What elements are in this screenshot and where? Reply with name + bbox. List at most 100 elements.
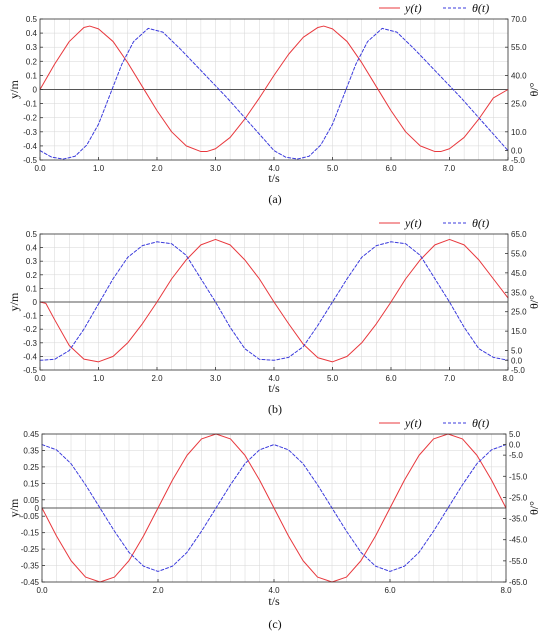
x-tick-label: 7.0: [444, 374, 456, 383]
x-tick-label: 0.0: [34, 164, 46, 173]
legend: y(t) θ(t): [379, 216, 489, 230]
y2-tick-label: -35.0: [509, 515, 528, 524]
y-tick-label: -0.35: [21, 562, 40, 571]
y2-tick-label: -55.0: [509, 557, 528, 566]
x-tick-label: 1.0: [93, 374, 105, 383]
y-axis-title: y/m: [7, 80, 21, 99]
legend: y(t) θ(t): [379, 416, 489, 430]
panel-label: (b): [268, 402, 282, 416]
x-axis-title: t/s: [268, 594, 280, 608]
y-tick-label: -0.45: [21, 578, 40, 587]
y-tick-label: -0.4: [23, 352, 37, 361]
y-tick-label: -0.25: [21, 545, 40, 554]
x-tick-label: 1.0: [93, 164, 105, 173]
series-line-y: [39, 238, 509, 363]
series-line-theta: [39, 27, 509, 160]
x-axis-title: t/s: [268, 381, 280, 395]
y2-tick-label: 70.0: [511, 15, 527, 24]
x-tick-label: 4.0: [268, 586, 280, 595]
x-axis-title: t/s: [268, 171, 280, 185]
x-tick-label: 2.0: [152, 586, 164, 595]
y-tick-label: 0: [33, 86, 38, 95]
y-tick-label: -0.5: [23, 156, 37, 165]
y-tick-label: -0.2: [23, 114, 37, 123]
y-tick-label: 0: [35, 504, 40, 513]
y2-tick-label: 10.0: [511, 128, 527, 137]
y-tick-label: 0.5: [26, 15, 38, 24]
y2-tick-label: 5.0: [511, 347, 523, 356]
y-tick-label: 0.45: [23, 430, 39, 439]
y2-tick-label: -45.0: [509, 536, 528, 545]
y2-tick-label: 0.0: [509, 441, 521, 450]
x-tick-label: 4.0: [268, 164, 280, 173]
legend-label-theta: θ(t): [472, 1, 489, 15]
x-tick-label: 2.0: [151, 374, 163, 383]
y-tick-label: 0.3: [26, 257, 38, 266]
y2-tick-label: 15.0: [511, 327, 527, 336]
x-tick-label: 3.0: [210, 164, 222, 173]
x-tick-label: 6.0: [384, 586, 396, 595]
y-tick-label: -0.3: [23, 339, 37, 348]
series-line-y: [39, 25, 509, 153]
chart-panel-1: 0.0 1.0 2.0 3.0 4.0 5.0 6.0 7.0 8.0 -0.5 -0.4 -0.3 -…: [7, 1, 541, 206]
x-tick-label: 5.0: [327, 164, 339, 173]
y2-tick-label: -15.0: [509, 472, 528, 481]
legend-label-y: y(t): [404, 1, 422, 15]
x-tick-label: 8.0: [502, 164, 514, 173]
series-line-theta: [39, 241, 509, 361]
x-tick-label: 6.0: [385, 164, 397, 173]
y2-tick-label: -5.0: [511, 366, 525, 375]
y-tick-label: 0.4: [26, 29, 38, 38]
x-tick-label: 8.0: [502, 374, 514, 383]
y2-tick-label: 35.0: [511, 288, 527, 297]
x-tick-label: 6.0: [385, 374, 397, 383]
y-tick-label: 0.1: [26, 284, 38, 293]
y-tick-label: -0.1: [23, 312, 37, 321]
y-tick-label: 0.3: [26, 43, 38, 52]
y2-tick-label: 25.0: [511, 100, 527, 109]
y-tick-label: 0.25: [23, 463, 39, 472]
y2-axis-title: θ/°: [527, 295, 541, 309]
panel-label: (c): [268, 617, 281, 631]
y2-tick-label: -65.0: [509, 578, 528, 587]
y2-tick-label: -25.0: [509, 493, 528, 502]
y-tick-label: 0: [33, 298, 38, 307]
y2-tick-label: 0.0: [511, 147, 523, 156]
legend-label-y: y(t): [404, 416, 422, 430]
y2-tick-label: 65.0: [511, 230, 527, 239]
y2-tick-label: 45.0: [511, 269, 527, 278]
y2-tick-label: 25.0: [511, 308, 527, 317]
x-tick-label: 4.0: [268, 374, 280, 383]
y-tick-label: 0.05: [23, 496, 39, 505]
chart-panel-3: 0.0 2.0 4.0 6.0 8.0 -0.45 -0.35 -0.25 -0.15 -0.05…: [7, 416, 541, 631]
y-tick-label: -0.5: [23, 366, 37, 375]
legend-label-theta: θ(t): [472, 216, 489, 230]
y-tick-label: 0.2: [26, 57, 38, 66]
x-tick-label: 2.0: [151, 164, 163, 173]
x-tick-label: 7.0: [444, 164, 456, 173]
y-tick-label: -0.3: [23, 128, 37, 137]
panel-label: (a): [268, 192, 281, 206]
chart-panel-2: 0.0 1.0 2.0 3.0 4.0 5.0 6.0 7.0 8.0 -0.5 -0.4 -0.3 -…: [7, 216, 541, 416]
y2-tick-label: 55.0: [511, 249, 527, 258]
y-tick-label: -0.4: [23, 142, 37, 151]
y-axis-title: y/m: [7, 498, 21, 517]
y2-tick-label: -5.0: [509, 451, 523, 460]
y-tick-label: -0.2: [23, 325, 37, 334]
x-tick-label: 3.0: [210, 374, 222, 383]
y2-tick-label: 0.0: [511, 356, 523, 365]
y-axis-title: y/m: [7, 292, 21, 311]
y-tick-label: 0.1: [26, 71, 38, 80]
y-tick-label: 0.35: [23, 446, 39, 455]
y2-tick-label: 40.0: [511, 71, 527, 80]
x-tick-label: 8.0: [500, 586, 512, 595]
y-tick-label: -0.15: [21, 529, 40, 538]
y-tick-label: -0.05: [21, 512, 40, 521]
y-tick-label: 0.4: [26, 244, 38, 253]
y-tick-label: 0.15: [23, 479, 39, 488]
x-tick-label: 0.0: [36, 586, 48, 595]
y2-tick-label: 5.0: [509, 430, 521, 439]
y-tick-label: -0.1: [23, 100, 37, 109]
legend-label-theta: θ(t): [472, 416, 489, 430]
x-tick-label: 5.0: [327, 374, 339, 383]
